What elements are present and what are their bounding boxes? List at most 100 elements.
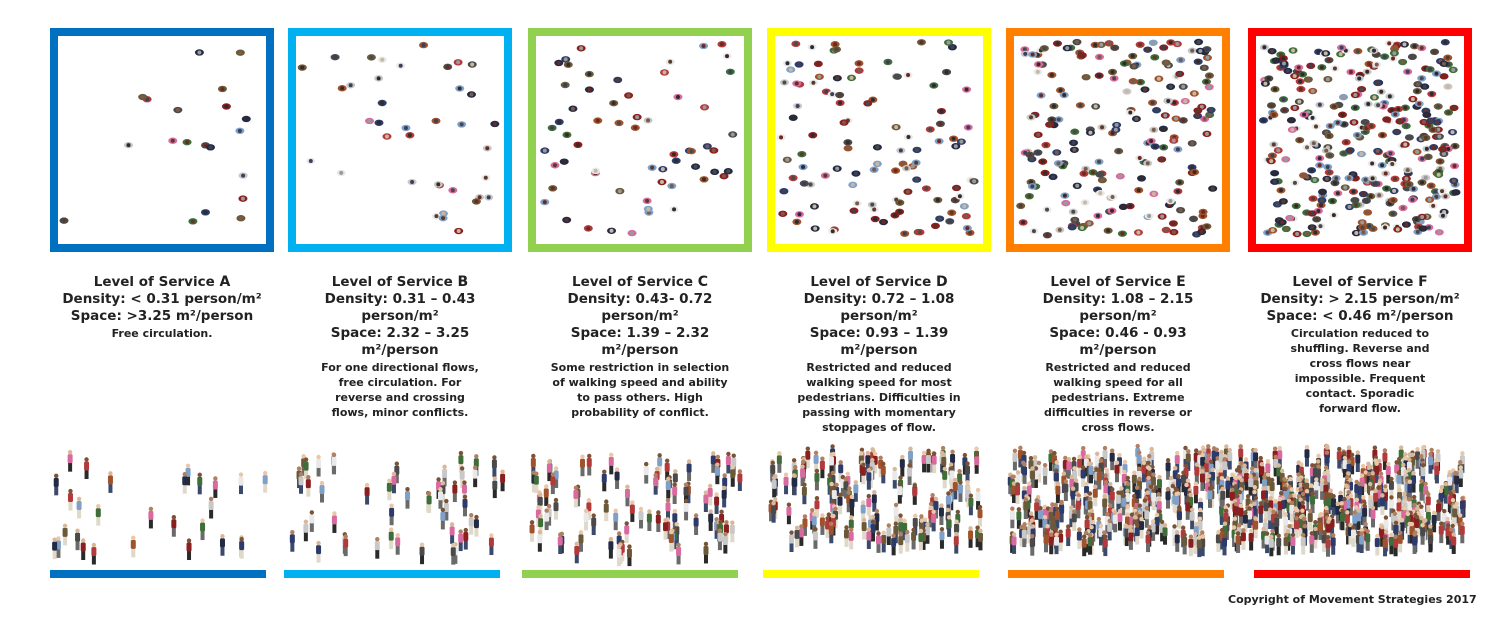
pedestrian-figure <box>91 542 97 565</box>
pedestrian-figure <box>238 472 244 495</box>
pedestrian-plan-mark <box>1204 72 1214 79</box>
pedestrian-figure <box>848 527 854 550</box>
pedestrian-plan-mark <box>1104 40 1114 47</box>
pedestrian-plan-mark <box>337 85 347 92</box>
pedestrian-plan-mark <box>1419 118 1429 126</box>
pedestrian-plan-mark <box>481 174 491 181</box>
pedestrian-figure <box>1054 506 1060 529</box>
pedestrian-plan-mark <box>722 52 732 60</box>
pedestrian-plan-mark <box>1093 212 1103 220</box>
pedestrian-plan-mark <box>1324 169 1334 176</box>
los-space-b: Space: 2.32 – 3.25 m²/person <box>330 325 470 358</box>
pedestrian-figure <box>388 527 394 550</box>
pedestrian-plan-mark <box>482 145 492 152</box>
pedestrian-figure <box>1283 532 1289 555</box>
pedestrian-figure <box>655 510 661 532</box>
pedestrian-plan-mark <box>1163 97 1173 105</box>
pedestrian-plan-mark <box>1427 90 1437 98</box>
pedestrian-plan-mark <box>1341 139 1351 146</box>
pedestrian-plan-mark <box>1398 58 1408 66</box>
pedestrian-plan-mark <box>613 76 623 84</box>
pedestrian-plan-mark <box>1339 150 1349 157</box>
pedestrian-plan-mark <box>1377 131 1387 139</box>
pedestrian-figure <box>1335 501 1341 524</box>
pedestrian-figure <box>899 454 905 477</box>
pedestrian-plan-mark <box>1042 231 1052 239</box>
pedestrian-plan-mark <box>1395 118 1405 125</box>
pedestrian-figure <box>1317 518 1323 540</box>
pedestrian-plan-mark <box>1429 144 1439 151</box>
pedestrian-figure <box>828 521 834 544</box>
pedestrian-plan-mark <box>1408 95 1418 103</box>
pedestrian-figure <box>1055 481 1061 504</box>
pedestrian-figure <box>1192 532 1198 554</box>
pedestrian-plan-mark <box>1302 144 1312 151</box>
pedestrian-plan-mark <box>1321 50 1331 57</box>
pedestrian-plan-mark <box>961 213 971 220</box>
pedestrian-figure <box>1087 533 1093 555</box>
pedestrian-plan-mark <box>1060 192 1070 199</box>
pedestrian-plan-mark <box>562 131 572 139</box>
pedestrian-plan-mark <box>1283 67 1293 75</box>
pedestrian-plan-mark <box>609 99 619 107</box>
pedestrian-plan-mark <box>1348 188 1358 195</box>
pedestrian-plan-mark <box>1358 224 1368 231</box>
pedestrian-plan-mark <box>1422 145 1432 153</box>
pedestrian-plan-mark <box>903 133 913 141</box>
pedestrian-plan-mark <box>1084 220 1094 227</box>
pedestrian-figure <box>1048 532 1054 555</box>
pedestrian-plan-mark <box>593 117 603 124</box>
pedestrian-plan-mark <box>1403 166 1413 174</box>
pedestrian-figure <box>1182 532 1188 555</box>
density-plan-view-e <box>1016 38 1218 239</box>
pedestrian-plan-mark <box>1308 87 1318 95</box>
pedestrian-plan-mark <box>935 120 945 128</box>
pedestrian-plan-mark <box>1166 39 1176 46</box>
pedestrian-figure <box>53 473 59 496</box>
pedestrian-figure <box>55 536 61 558</box>
pedestrian-figure <box>1210 467 1216 490</box>
pedestrian-figure <box>1222 533 1228 556</box>
pedestrian-figure <box>1030 466 1036 488</box>
pedestrian-plan-mark <box>1052 149 1062 156</box>
pedestrian-plan-mark <box>374 75 384 82</box>
pedestrian-figure <box>800 464 806 487</box>
pedestrian-plan-mark <box>1070 216 1080 224</box>
pedestrian-figure <box>462 494 468 517</box>
pedestrian-figure <box>391 471 397 494</box>
pedestrian-plan-mark <box>1108 193 1118 201</box>
pedestrian-plan-mark <box>1159 44 1169 51</box>
pedestrian-plan-mark <box>891 167 901 174</box>
pedestrian-figure <box>62 523 68 546</box>
pedestrian-plan-mark <box>947 209 957 216</box>
pedestrian-plan-mark <box>382 133 392 140</box>
pedestrian-plan-mark <box>1361 197 1371 204</box>
pedestrian-plan-mark <box>1189 90 1199 97</box>
pedestrian-plan-mark <box>900 230 910 237</box>
pedestrian-plan-mark <box>1400 104 1410 111</box>
pedestrian-plan-mark <box>454 227 464 235</box>
pedestrian-plan-mark <box>1200 115 1210 123</box>
pedestrian-figure <box>262 470 268 493</box>
pedestrian-figure <box>771 501 777 523</box>
pedestrian-plan-mark <box>1443 54 1453 61</box>
pedestrian-plan-mark <box>700 104 710 111</box>
pedestrian-plan-mark <box>1024 192 1034 200</box>
pedestrian-plan-mark <box>1276 187 1286 194</box>
pedestrian-figure <box>557 532 563 555</box>
pedestrian-figure <box>891 533 897 556</box>
pedestrian-figure <box>1015 482 1021 504</box>
pedestrian-plan-mark <box>851 170 861 177</box>
pedestrian-plan-mark <box>929 82 939 89</box>
pedestrian-plan-mark <box>1285 214 1295 222</box>
pedestrian-figure <box>897 481 903 504</box>
pedestrian-figure <box>805 446 811 469</box>
pedestrian-plan-mark <box>1114 147 1124 155</box>
pedestrian-plan-mark <box>560 81 570 89</box>
pedestrian-plan-mark <box>205 144 215 151</box>
pedestrian-plan-mark <box>1193 107 1203 114</box>
pedestrian-plan-mark <box>1363 100 1373 108</box>
pedestrian-plan-mark <box>1360 118 1370 126</box>
pedestrian-plan-mark <box>1079 170 1089 177</box>
pedestrian-plan-mark <box>1339 93 1349 101</box>
